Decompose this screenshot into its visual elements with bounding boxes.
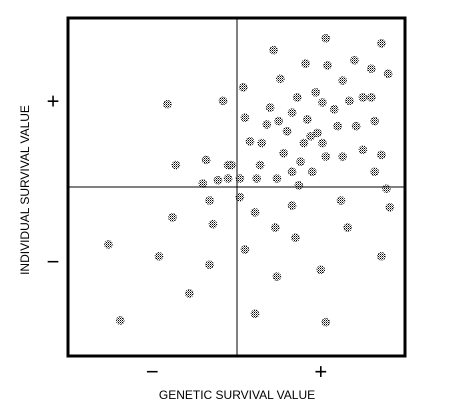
data-point: [287, 201, 297, 210]
data-point: [270, 223, 280, 232]
data-point: [385, 202, 395, 212]
data-point: [311, 88, 320, 97]
data-point: [377, 251, 386, 261]
data-point: [329, 104, 339, 114]
data-point: [350, 55, 359, 65]
data-point: [296, 157, 305, 166]
data-point: [205, 260, 214, 270]
data-point: [205, 196, 214, 205]
data-point: [306, 132, 315, 141]
data-point: [338, 76, 347, 85]
data-point: [358, 93, 368, 102]
data-point: [343, 223, 353, 232]
data-point: [185, 289, 194, 298]
data-point: [336, 196, 346, 205]
data-point: [333, 121, 342, 131]
data-point: [115, 316, 125, 325]
data-point: [255, 160, 265, 170]
data-point: [245, 137, 255, 146]
data-point: [252, 174, 262, 183]
data-point: [302, 115, 312, 124]
y-axis-label: INDIVIDUAL SURVIVAL VALUE: [18, 105, 32, 275]
data-point: [377, 39, 386, 48]
data-point: [321, 152, 331, 161]
data-point: [274, 116, 283, 126]
data-point: [171, 160, 181, 170]
data-point: [240, 113, 250, 123]
data-point: [250, 309, 260, 319]
data-point: [366, 93, 376, 102]
data-point: [265, 103, 275, 112]
data-point: [198, 179, 208, 188]
data-point: [276, 74, 285, 84]
data-point: [262, 120, 272, 129]
data-point: [223, 174, 233, 183]
data-point: [257, 138, 267, 148]
data-point: [235, 192, 245, 202]
data-point: [321, 317, 331, 327]
data-point: [269, 45, 278, 55]
data-point: [299, 138, 309, 148]
data-point: [358, 145, 368, 155]
data-point: [163, 99, 172, 109]
data-point: [345, 96, 354, 106]
data-point: [287, 167, 297, 177]
y-tick-label: −: [47, 249, 60, 274]
data-point: [235, 174, 245, 183]
data-point: [168, 213, 177, 222]
x-tick-label: −: [146, 359, 159, 384]
data-point: [383, 69, 393, 79]
data-point: [351, 121, 361, 131]
data-point: [272, 272, 282, 281]
data-point: [104, 240, 113, 249]
data-point: [301, 59, 310, 68]
data-point: [318, 138, 327, 148]
data-point: [282, 126, 292, 136]
data-point: [292, 93, 302, 102]
data-point: [218, 96, 228, 106]
data-point: [321, 33, 331, 43]
data-point: [316, 265, 326, 275]
data-point: [227, 160, 236, 170]
data-point: [370, 116, 379, 126]
data-point: [201, 155, 211, 165]
data-point: [291, 233, 300, 242]
data-point: [318, 98, 327, 107]
data-point: [366, 64, 376, 73]
data-point: [287, 108, 297, 117]
data-point: [272, 174, 282, 183]
data-point: [294, 181, 304, 190]
data-point: [308, 167, 317, 177]
data-point: [313, 128, 322, 138]
data-point: [208, 219, 218, 229]
data-point: [338, 152, 347, 161]
data-point: [377, 150, 386, 160]
data-point: [154, 251, 164, 261]
data-point: [279, 148, 288, 158]
data-point: [213, 175, 223, 185]
data-point: [382, 184, 391, 193]
data-point: [238, 82, 248, 92]
x-tick-label: +: [314, 359, 327, 384]
y-tick-label: +: [47, 88, 60, 113]
data-point: [370, 167, 379, 177]
data-point: [240, 245, 250, 254]
data-point: [323, 61, 332, 70]
data-point: [250, 208, 260, 217]
x-axis-label: GENETIC SURVIVAL VALUE: [159, 388, 315, 402]
